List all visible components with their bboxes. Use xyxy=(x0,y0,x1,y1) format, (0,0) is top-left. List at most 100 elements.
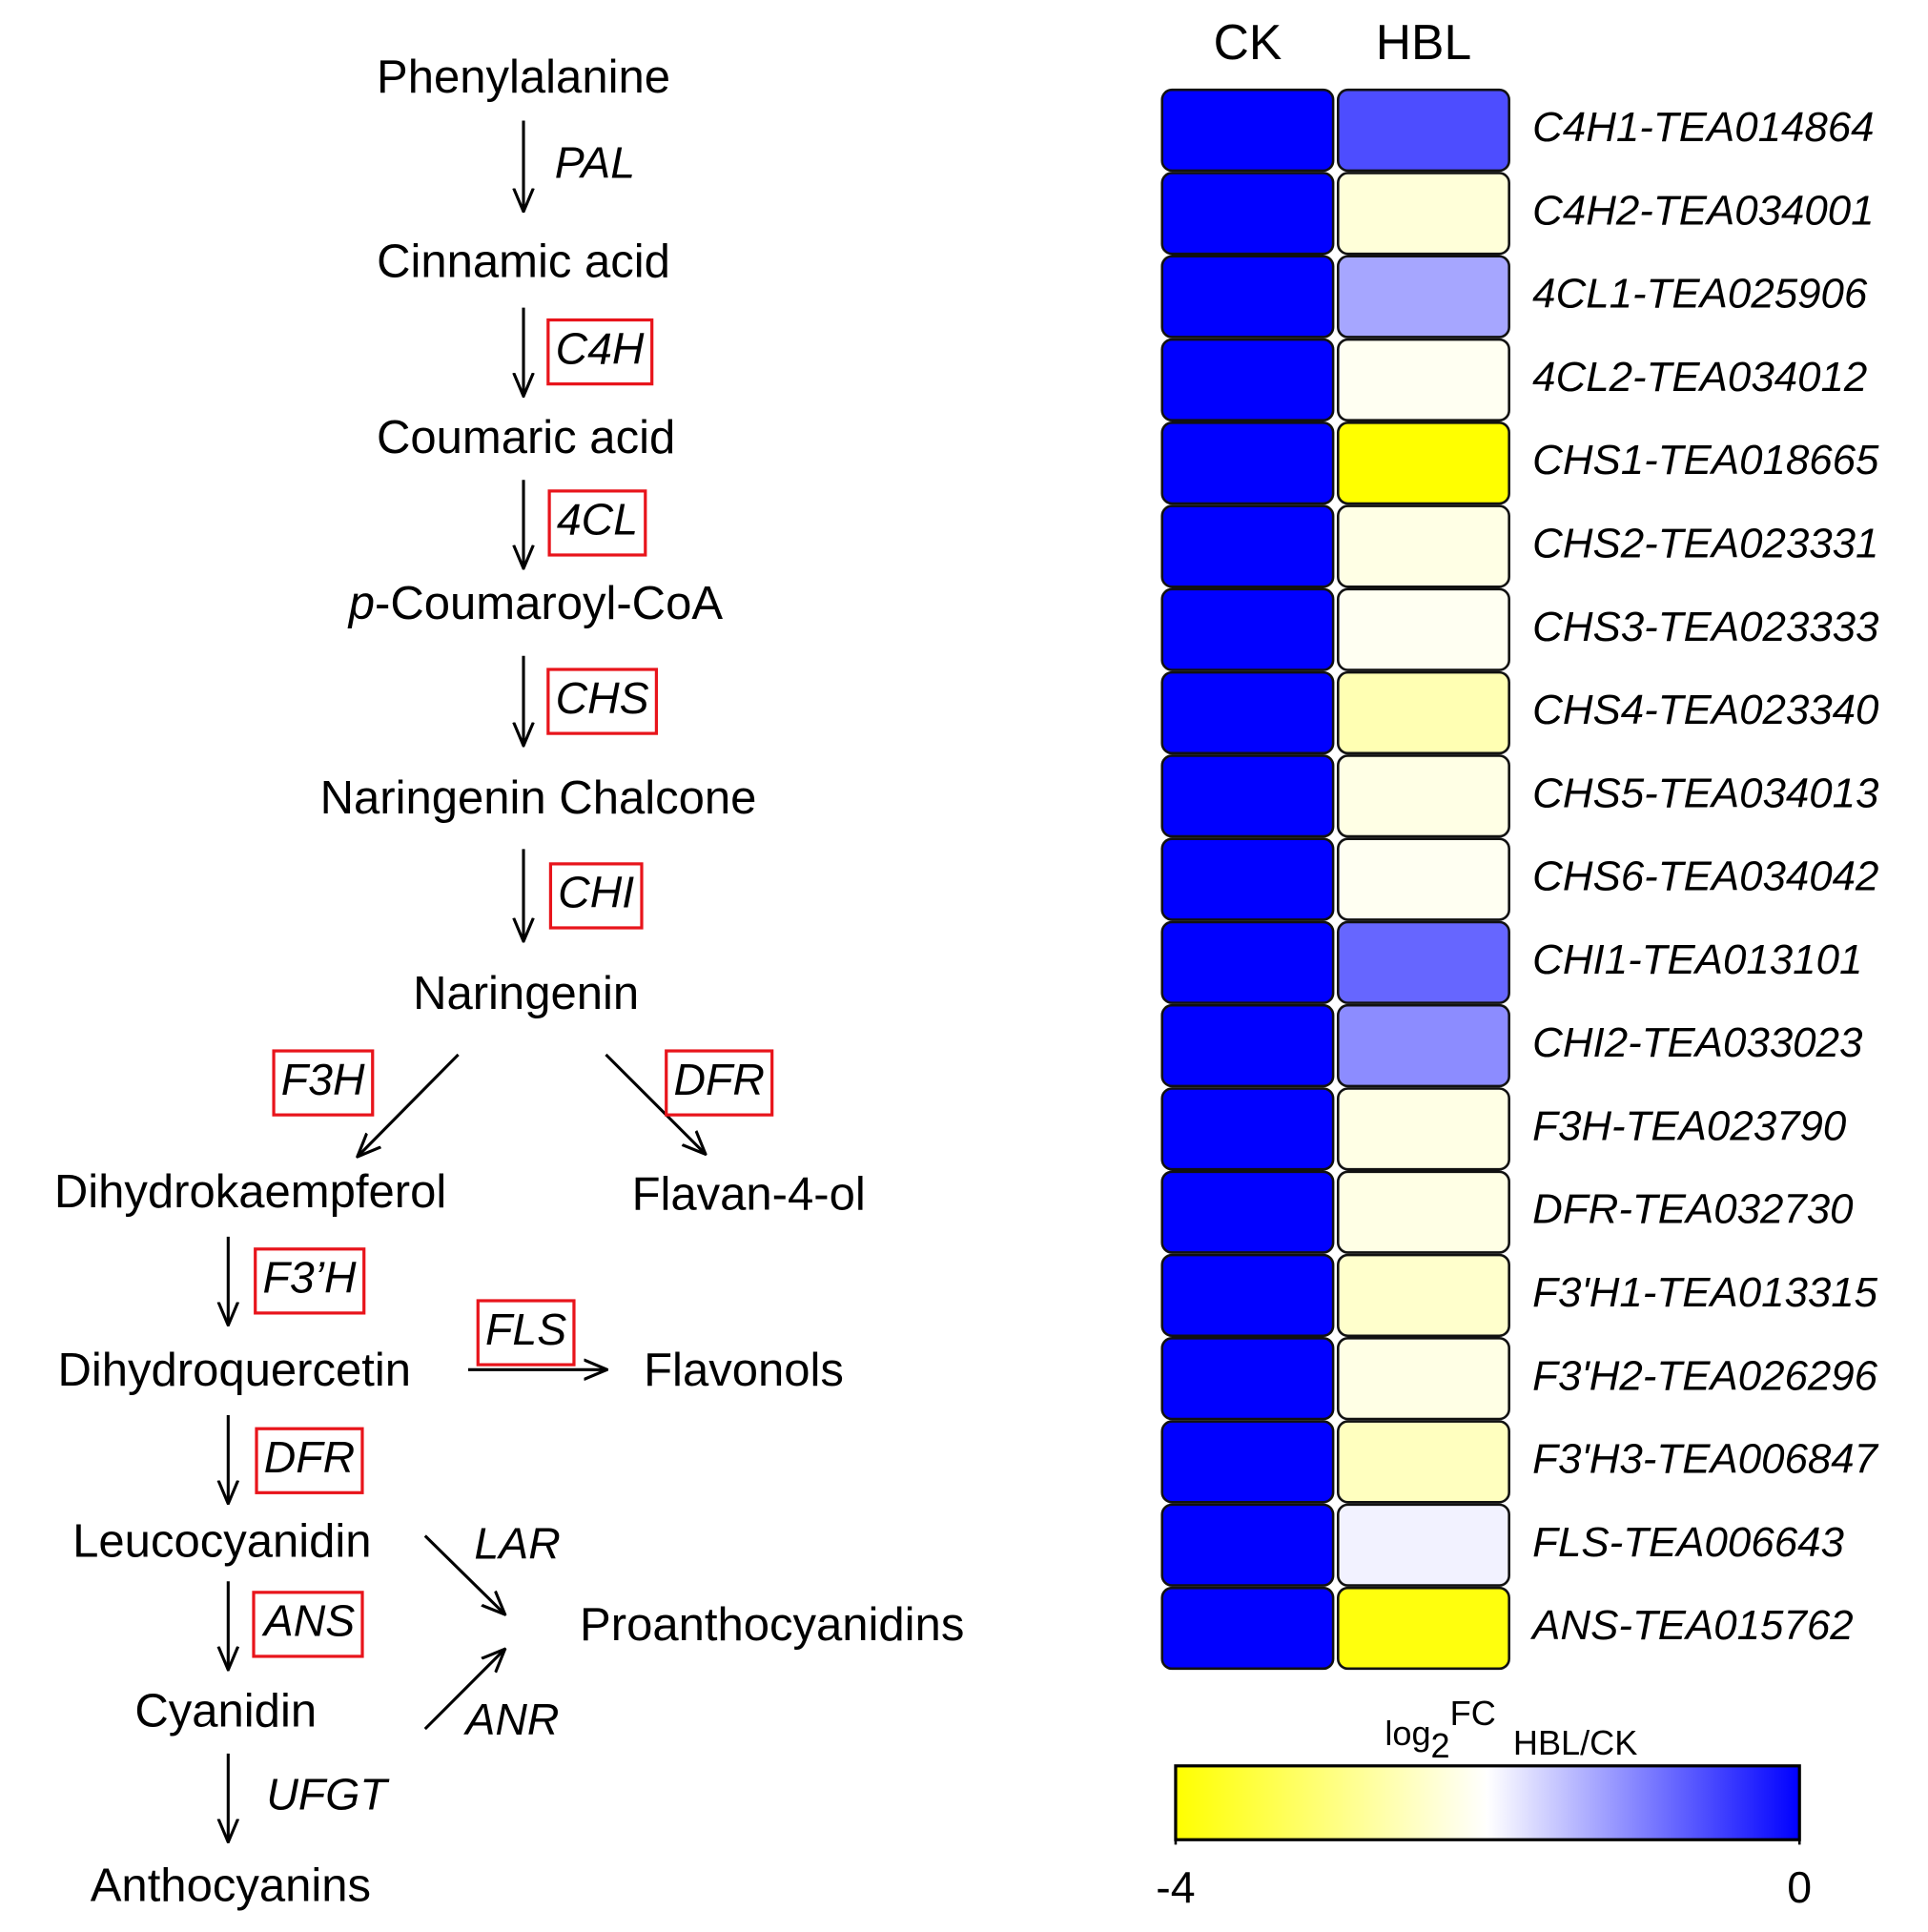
heat-cell xyxy=(1337,1337,1510,1421)
row-label: FLS-TEA006643 xyxy=(1532,1519,1844,1566)
node-prefix: p xyxy=(347,578,375,629)
enzyme-label: F3’H xyxy=(262,1253,357,1303)
heat-cell xyxy=(1337,338,1510,422)
heat-cell xyxy=(1337,172,1510,256)
enzyme-box xyxy=(665,1049,774,1117)
enzyme-box xyxy=(255,1427,364,1494)
node-label: Leucocyanidin xyxy=(72,1515,371,1567)
heat-cell xyxy=(1337,1253,1510,1338)
row-label: F3'H2-TEA026296 xyxy=(1532,1352,1877,1399)
heat-cell xyxy=(1337,754,1510,838)
row-label: CHI1-TEA013101 xyxy=(1532,936,1862,983)
row-label: 4CL1-TEA025906 xyxy=(1532,271,1868,318)
enzyme-label: DFR xyxy=(264,1432,355,1482)
heat-cell xyxy=(1160,255,1335,339)
heatmap: CK HBL C4H1-TEA014864 C4H2-TEA034001 4CL1-TE… xyxy=(1156,14,1879,1912)
heat-cell xyxy=(1160,754,1335,838)
arrow xyxy=(358,1053,460,1157)
row-label: CHS1-TEA018665 xyxy=(1532,437,1879,483)
enzyme-box xyxy=(272,1049,375,1117)
heat-cell xyxy=(1337,1503,1510,1587)
heat-cell xyxy=(1337,1420,1510,1504)
colorbar xyxy=(1174,1764,1801,1841)
enzyme-box xyxy=(476,1299,576,1367)
node-label: Naringenin xyxy=(413,968,639,1019)
node-label: p-Coumaroyl-CoA xyxy=(347,578,724,629)
heat-cell xyxy=(1337,1170,1510,1254)
heat-cell xyxy=(1160,88,1335,173)
row-label: CHI2-TEA033023 xyxy=(1532,1019,1862,1066)
row-label: DFR-TEA032730 xyxy=(1532,1186,1854,1233)
heat-cell xyxy=(1337,255,1510,339)
heat-cell xyxy=(1337,1586,1510,1671)
node-label: Naringenin Chalcone xyxy=(320,772,757,824)
row-label: F3'H3-TEA006847 xyxy=(1532,1436,1878,1483)
heat-cell xyxy=(1160,1087,1335,1171)
colorbar-tick-label: 0 xyxy=(1787,1862,1812,1912)
heat-cell xyxy=(1160,1003,1335,1088)
node-label: Flavan-4-ol xyxy=(632,1169,866,1221)
heat-cell xyxy=(1337,587,1510,671)
node-label: Coumaric acid xyxy=(377,412,675,463)
heat-cell xyxy=(1160,1253,1335,1338)
heat-cell xyxy=(1160,1337,1335,1421)
row-label: CHS4-TEA023340 xyxy=(1532,687,1879,733)
heat-cell xyxy=(1160,1586,1335,1671)
node-label: Cinnamic acid xyxy=(377,236,670,287)
column-label: CK xyxy=(1214,14,1282,70)
node-label: Anthocyanins xyxy=(91,1860,371,1912)
label-sup: FC xyxy=(1450,1694,1496,1733)
enzyme-label: UFGT xyxy=(266,1770,390,1819)
heat-cell xyxy=(1160,670,1335,755)
enzyme-label: ANS xyxy=(261,1596,356,1646)
row-label: CHS3-TEA023333 xyxy=(1532,604,1878,650)
enzyme-box xyxy=(546,668,659,735)
row-label: C4H1-TEA014864 xyxy=(1532,104,1874,151)
enzyme-box xyxy=(546,318,654,386)
row-label: C4H2-TEA034001 xyxy=(1532,187,1874,234)
enzyme-box xyxy=(547,489,647,557)
heat-cell xyxy=(1160,421,1335,505)
enzyme-label: PAL xyxy=(555,137,635,187)
enzyme-label: CHI xyxy=(558,868,634,917)
arrow xyxy=(423,1534,505,1614)
heat-cell xyxy=(1160,172,1335,256)
enzyme-label: C4H xyxy=(556,323,645,373)
heat-cell xyxy=(1160,1420,1335,1504)
colorbar-tick-label: -4 xyxy=(1156,1862,1195,1912)
pathway: Phenylalanine Cinnamic acid Coumaric acid p… xyxy=(54,51,964,1912)
enzyme-label: ANR xyxy=(462,1695,559,1744)
enzyme-label: DFR xyxy=(673,1055,764,1104)
node-label: Flavonols xyxy=(644,1345,844,1396)
row-label: F3H-TEA023790 xyxy=(1532,1102,1847,1149)
enzyme-label: LAR xyxy=(474,1518,560,1568)
row-label: CHS5-TEA034013 xyxy=(1532,770,1878,816)
node-label: Dihydrokaempferol xyxy=(54,1166,446,1218)
heat-cell xyxy=(1337,1087,1510,1171)
row-label: ANS-TEA015762 xyxy=(1529,1602,1853,1649)
enzyme-label: 4CL xyxy=(557,495,638,545)
heat-cell xyxy=(1160,1503,1335,1587)
heat-cell xyxy=(1160,1170,1335,1254)
label-base: log xyxy=(1384,1714,1430,1753)
node-text: -Coumaroyl-CoA xyxy=(375,578,723,629)
row-label: CHS2-TEA023331 xyxy=(1532,521,1878,567)
heat-cell xyxy=(1337,837,1510,921)
heat-cell xyxy=(1337,88,1510,173)
heat-cell xyxy=(1160,338,1335,422)
node-label: Cyanidin xyxy=(134,1685,317,1737)
enzyme-label: F3H xyxy=(281,1055,365,1104)
node-label: Proanthocyanidins xyxy=(580,1599,964,1651)
heat-cell xyxy=(1337,920,1510,1004)
heat-cell xyxy=(1160,920,1335,1004)
row-label: 4CL2-TEA034012 xyxy=(1532,354,1867,401)
enzyme-box xyxy=(254,1247,366,1315)
heat-cell xyxy=(1160,587,1335,671)
enzyme-label: FLS xyxy=(485,1305,566,1354)
heat-cell xyxy=(1337,670,1510,755)
heat-cell xyxy=(1160,504,1335,588)
enzyme-label: CHS xyxy=(556,673,649,723)
label-suffix: HBL/CK xyxy=(1513,1723,1638,1762)
enzyme-box xyxy=(548,862,644,930)
